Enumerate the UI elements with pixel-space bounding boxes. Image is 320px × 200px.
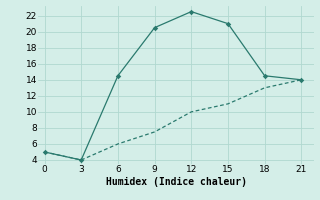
- X-axis label: Humidex (Indice chaleur): Humidex (Indice chaleur): [106, 177, 246, 187]
